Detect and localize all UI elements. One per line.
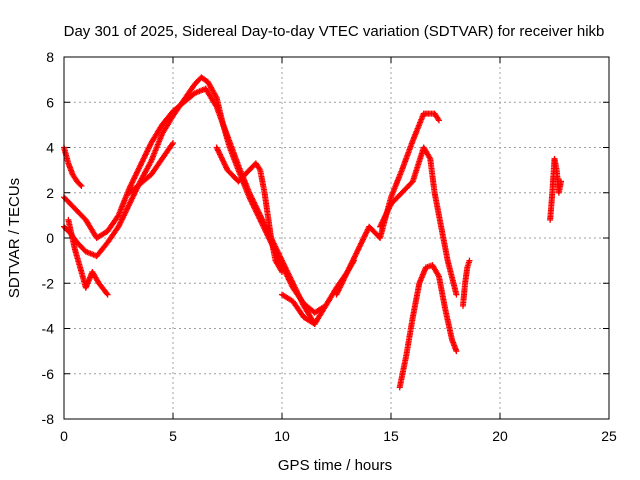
data-point-marker bbox=[170, 139, 176, 146]
series-track-f bbox=[213, 144, 285, 275]
plot-frame bbox=[63, 56, 610, 420]
series-track-i bbox=[377, 144, 460, 298]
chart-title: Day 301 of 2025, Sidereal Day-to-day VTE… bbox=[64, 23, 605, 40]
y-tick-label: 4 bbox=[46, 140, 54, 156]
x-tick-label: 10 bbox=[274, 428, 290, 444]
data-point-marker bbox=[169, 141, 176, 148]
x-tick-label: 15 bbox=[383, 428, 399, 444]
grid-lines bbox=[64, 57, 609, 419]
data-point-marker bbox=[104, 291, 111, 298]
x-axis-label: GPS time / hours bbox=[278, 457, 392, 474]
x-tick-label: 5 bbox=[169, 428, 177, 444]
series-track-c bbox=[61, 144, 85, 189]
data-point-marker bbox=[453, 348, 460, 355]
y-tick-label: 8 bbox=[46, 49, 54, 65]
data-point-marker bbox=[78, 182, 85, 189]
data-points bbox=[61, 74, 565, 391]
data-point-marker bbox=[279, 268, 285, 275]
series-track-l bbox=[547, 155, 565, 223]
y-tick-label: 6 bbox=[46, 94, 54, 110]
data-point-marker bbox=[103, 290, 110, 297]
data-point-marker bbox=[435, 117, 442, 124]
series-track-k bbox=[459, 257, 473, 309]
data-point-marker bbox=[453, 291, 460, 298]
y-tick-label: -2 bbox=[42, 275, 55, 291]
series-track-g bbox=[279, 257, 357, 327]
y-tick-label: -6 bbox=[42, 366, 55, 382]
data-point-marker bbox=[466, 257, 473, 264]
y-tick-label: 2 bbox=[46, 185, 54, 201]
series-track-j bbox=[396, 262, 460, 391]
series-track-d bbox=[65, 216, 111, 298]
x-tick-label: 0 bbox=[60, 428, 68, 444]
series-track-e bbox=[126, 139, 176, 196]
y-tick-label: 0 bbox=[46, 230, 54, 246]
data-point-marker bbox=[558, 178, 565, 185]
x-tick-label: 20 bbox=[492, 428, 508, 444]
y-tick-label: -4 bbox=[42, 321, 55, 337]
axis-ticks: 0 5 10 15 20 25 -8 -6 -4 -2 0 2 4 6 8 bbox=[42, 49, 617, 444]
series-track-b bbox=[61, 85, 318, 327]
x-tick-label: 25 bbox=[601, 428, 617, 444]
y-axis-label: SDTVAR / TECUs bbox=[6, 178, 23, 298]
y-tick-label: -8 bbox=[42, 411, 55, 427]
data-point-marker bbox=[77, 181, 84, 188]
